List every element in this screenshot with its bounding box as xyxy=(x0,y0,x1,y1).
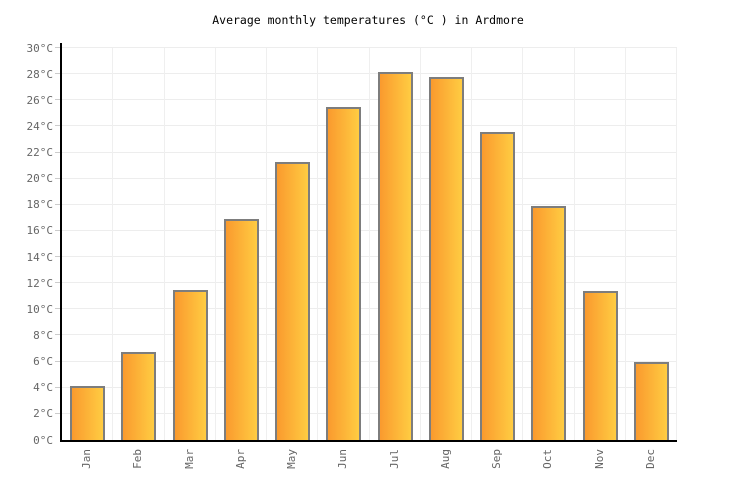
gridline-horizontal xyxy=(62,308,677,310)
chart-title: Average monthly temperatures (°C ) in Ar… xyxy=(212,13,524,27)
x-axis-label-nov: Nov xyxy=(592,449,606,469)
gridline-vertical xyxy=(163,48,165,440)
gridline-vertical xyxy=(573,48,575,440)
y-axis-label: 24°C xyxy=(26,119,54,133)
gridline-horizontal xyxy=(62,360,677,362)
bar-aug xyxy=(428,76,464,440)
gridline-horizontal xyxy=(62,99,677,101)
bar-jun xyxy=(326,106,362,440)
y-axis-tick xyxy=(55,282,60,284)
y-axis-line xyxy=(60,43,62,442)
bar-dec xyxy=(633,361,669,440)
y-axis-label: 18°C xyxy=(26,198,54,212)
y-axis-tick xyxy=(55,308,60,310)
gridline-horizontal xyxy=(62,256,677,258)
y-axis-tick xyxy=(55,47,60,48)
y-axis-tick xyxy=(55,203,60,205)
y-axis-tick xyxy=(55,73,60,75)
y-axis-label: 28°C xyxy=(26,67,54,81)
x-axis-label-oct: Oct xyxy=(541,449,555,469)
gridline-vertical xyxy=(624,48,626,440)
bar-feb xyxy=(121,352,157,440)
y-axis-tick xyxy=(55,360,60,362)
y-axis-label: 30°C xyxy=(26,41,54,55)
y-axis-label: 4°C xyxy=(33,381,53,395)
gridline-horizontal xyxy=(62,386,677,388)
y-axis-tick xyxy=(55,334,60,336)
gridline-vertical xyxy=(676,48,677,440)
bar-apr xyxy=(223,219,259,440)
y-axis-label: 26°C xyxy=(26,93,54,107)
y-axis-label: 16°C xyxy=(26,224,54,238)
x-axis-label-apr: Apr xyxy=(233,449,247,469)
y-axis-tick xyxy=(55,256,60,258)
gridline-horizontal xyxy=(62,412,677,414)
gridline-vertical xyxy=(266,48,267,440)
x-axis-label-dec: Dec xyxy=(643,449,657,469)
x-axis-label-aug: Aug xyxy=(438,449,452,469)
x-axis-label-feb: Feb xyxy=(131,449,145,469)
y-axis-label: 8°C xyxy=(33,328,53,342)
gridline-horizontal xyxy=(62,125,677,127)
gridline-vertical xyxy=(471,48,472,440)
gridline-horizontal xyxy=(62,203,677,205)
y-axis-tick xyxy=(55,412,60,414)
y-axis-label: 14°C xyxy=(26,250,54,264)
y-axis-label: 22°C xyxy=(26,146,54,160)
x-axis-label-sep: Sep xyxy=(490,449,504,469)
gridline-horizontal xyxy=(62,47,677,48)
gridline-horizontal xyxy=(62,282,677,284)
gridline-vertical xyxy=(214,48,216,440)
y-axis-label: 0°C xyxy=(33,433,53,447)
y-axis-tick xyxy=(55,125,60,127)
x-axis-label-jan: Jan xyxy=(80,449,94,469)
x-axis-label-mar: Mar xyxy=(182,449,196,469)
x-axis-label-jul: Jul xyxy=(387,449,401,469)
gridline-vertical xyxy=(317,48,319,440)
bar-oct xyxy=(531,206,567,440)
gridline-vertical xyxy=(112,48,114,440)
plot-area: 0°C 2°C 4°C 6°C 8°C 10°C 12°C 14°C 16°C 18°C 20°C 2… xyxy=(27,42,677,469)
y-axis-tick xyxy=(55,99,60,101)
bar-nov xyxy=(582,291,618,440)
gridline-vertical xyxy=(419,48,421,440)
bar-jan xyxy=(70,386,106,440)
bar-may xyxy=(275,161,311,440)
gridline-horizontal xyxy=(62,73,677,75)
bar-jul xyxy=(377,71,413,440)
y-axis-label: 6°C xyxy=(33,355,53,369)
x-axis-line xyxy=(60,440,677,442)
y-axis-tick xyxy=(55,177,60,179)
gridline-horizontal xyxy=(62,177,677,179)
bar-sep xyxy=(480,131,516,440)
y-axis-label: 20°C xyxy=(26,172,54,186)
y-axis-tick xyxy=(55,386,60,388)
gridline-horizontal xyxy=(62,151,677,153)
y-axis-label: 12°C xyxy=(26,276,54,290)
gridline-vertical xyxy=(368,48,370,440)
x-axis-label-may: May xyxy=(285,449,299,469)
x-axis-label-jun: Jun xyxy=(336,449,350,469)
y-axis-label: 10°C xyxy=(26,302,54,316)
bar-mar xyxy=(172,289,208,440)
gridline-vertical xyxy=(522,48,524,440)
y-axis-tick xyxy=(55,151,60,153)
y-axis-label: 2°C xyxy=(33,407,53,421)
gridline-horizontal xyxy=(62,334,677,336)
gridline-horizontal xyxy=(62,229,677,231)
y-axis-tick xyxy=(55,229,60,231)
